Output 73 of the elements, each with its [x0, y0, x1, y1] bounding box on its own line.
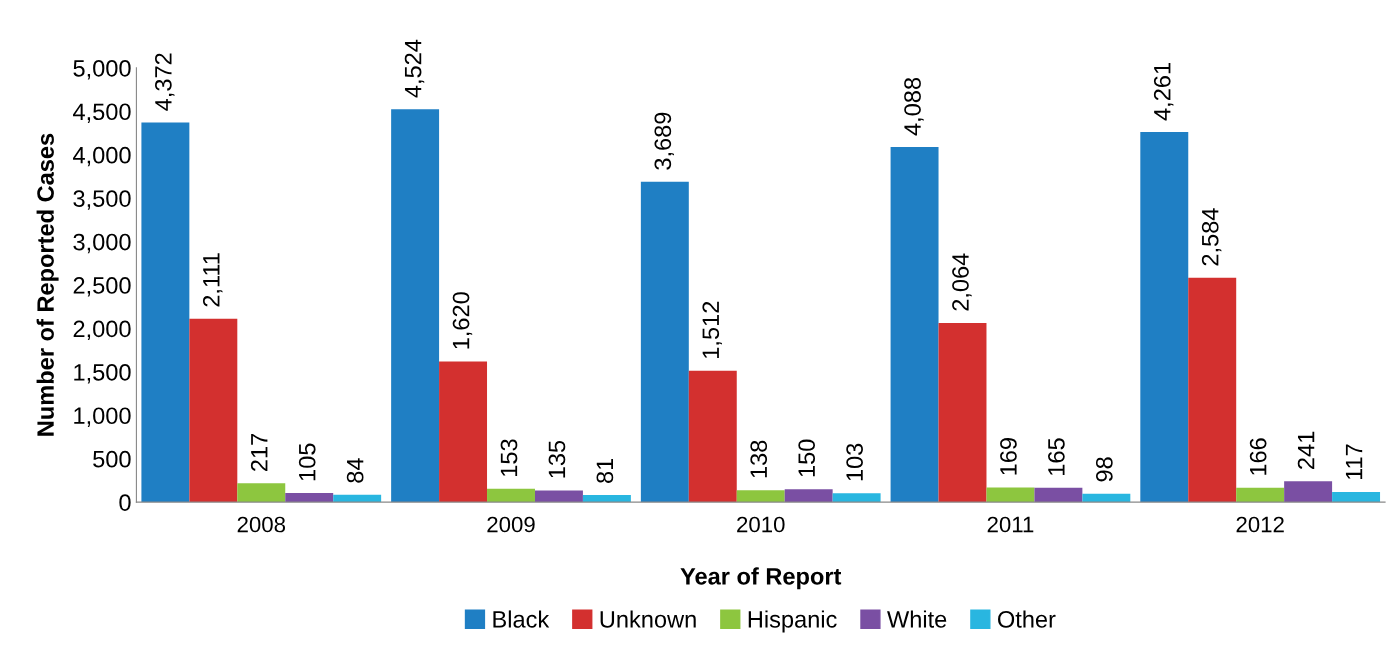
bar — [938, 322, 987, 503]
bar — [285, 493, 334, 503]
bar — [487, 488, 535, 503]
y-axis-title: Number of Reported Cases — [36, 133, 59, 436]
bar — [1188, 277, 1237, 503]
bar — [784, 489, 833, 503]
data-label: 153 — [500, 439, 518, 476]
data-label: 150 — [798, 439, 816, 477]
data-label: 166 — [1249, 438, 1267, 475]
bar — [1082, 493, 1131, 503]
bar — [391, 109, 440, 503]
y-tick-label: 2,500 — [73, 277, 131, 297]
data-label: 169 — [1000, 438, 1017, 475]
y-tick-label: 500 — [93, 450, 131, 468]
data-label: 165 — [1048, 438, 1065, 475]
data-label: 4,261 — [1153, 63, 1174, 121]
data-label: 4,088 — [904, 77, 924, 136]
data-label: 138 — [750, 440, 768, 478]
data-label: 1,512 — [702, 301, 722, 358]
y-tick-label: 3,500 — [73, 190, 131, 210]
legend-label: Other — [998, 610, 1056, 628]
data-label: 1,620 — [452, 292, 473, 349]
data-label: 117 — [1345, 444, 1363, 480]
bar — [333, 494, 382, 503]
x-tick-label: 2010 — [737, 516, 785, 533]
data-label: 2,584 — [1201, 208, 1222, 266]
data-label: 4,372 — [155, 53, 175, 111]
y-tick-label: 1,500 — [74, 363, 131, 384]
data-label: 2,111 — [202, 253, 223, 307]
y-tick-label: 4,500 — [73, 103, 131, 123]
data-label: 2,064 — [952, 253, 972, 311]
x-tick-label: 2012 — [1236, 516, 1284, 533]
legend-label: Black — [493, 610, 550, 628]
bar — [582, 495, 631, 503]
data-label: 84 — [346, 458, 364, 483]
data-label: 4,524 — [404, 39, 425, 98]
legend-label: White — [887, 610, 947, 628]
legend-label: Unknown — [600, 610, 696, 628]
bar — [736, 490, 785, 503]
bar — [832, 493, 881, 503]
bar — [986, 487, 1035, 503]
bar — [1140, 132, 1189, 503]
data-label: 135 — [548, 440, 566, 478]
y-tick-label: 4,000 — [73, 146, 131, 167]
bar — [1236, 487, 1285, 503]
x-tick-label: 2009 — [487, 516, 535, 533]
legend-label: Hispanic — [748, 610, 837, 633]
data-label: 103 — [846, 443, 863, 481]
data-label: 98 — [1095, 457, 1113, 482]
x-tick-label: 2008 — [237, 516, 286, 533]
y-tick-label: 1,000 — [74, 407, 131, 427]
y-tick-label: 3,000 — [73, 233, 131, 254]
y-tick-label: 0 — [119, 494, 131, 511]
data-label: 241 — [1297, 431, 1315, 469]
bar — [237, 483, 286, 503]
bar — [1284, 481, 1333, 503]
y-tick-label: 2,000 — [73, 320, 131, 341]
bar — [1034, 487, 1083, 503]
y-tick-label: 5,000 — [73, 59, 131, 80]
bar — [439, 361, 488, 503]
data-label: 217 — [250, 433, 268, 472]
bar — [1332, 492, 1381, 503]
bar — [688, 370, 737, 503]
bar — [141, 122, 190, 503]
bar — [640, 181, 689, 503]
data-label: 3,689 — [654, 112, 674, 170]
x-tick-label: 2011 — [987, 516, 1034, 533]
data-label: 105 — [298, 443, 316, 481]
x-axis-title: Year of Report — [680, 567, 842, 590]
bar — [890, 147, 939, 503]
data-label: 81 — [596, 458, 614, 483]
bar — [534, 490, 583, 503]
bar — [189, 318, 238, 503]
